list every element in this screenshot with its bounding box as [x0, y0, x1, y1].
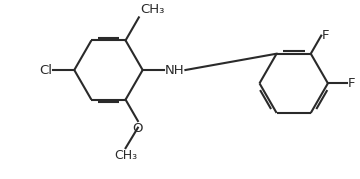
Text: F: F	[348, 77, 355, 90]
Text: O: O	[133, 122, 143, 135]
Text: NH: NH	[165, 64, 184, 76]
Text: CH₃: CH₃	[140, 3, 164, 16]
Text: F: F	[322, 29, 330, 42]
Text: Cl: Cl	[40, 64, 53, 76]
Text: CH₃: CH₃	[114, 149, 137, 162]
